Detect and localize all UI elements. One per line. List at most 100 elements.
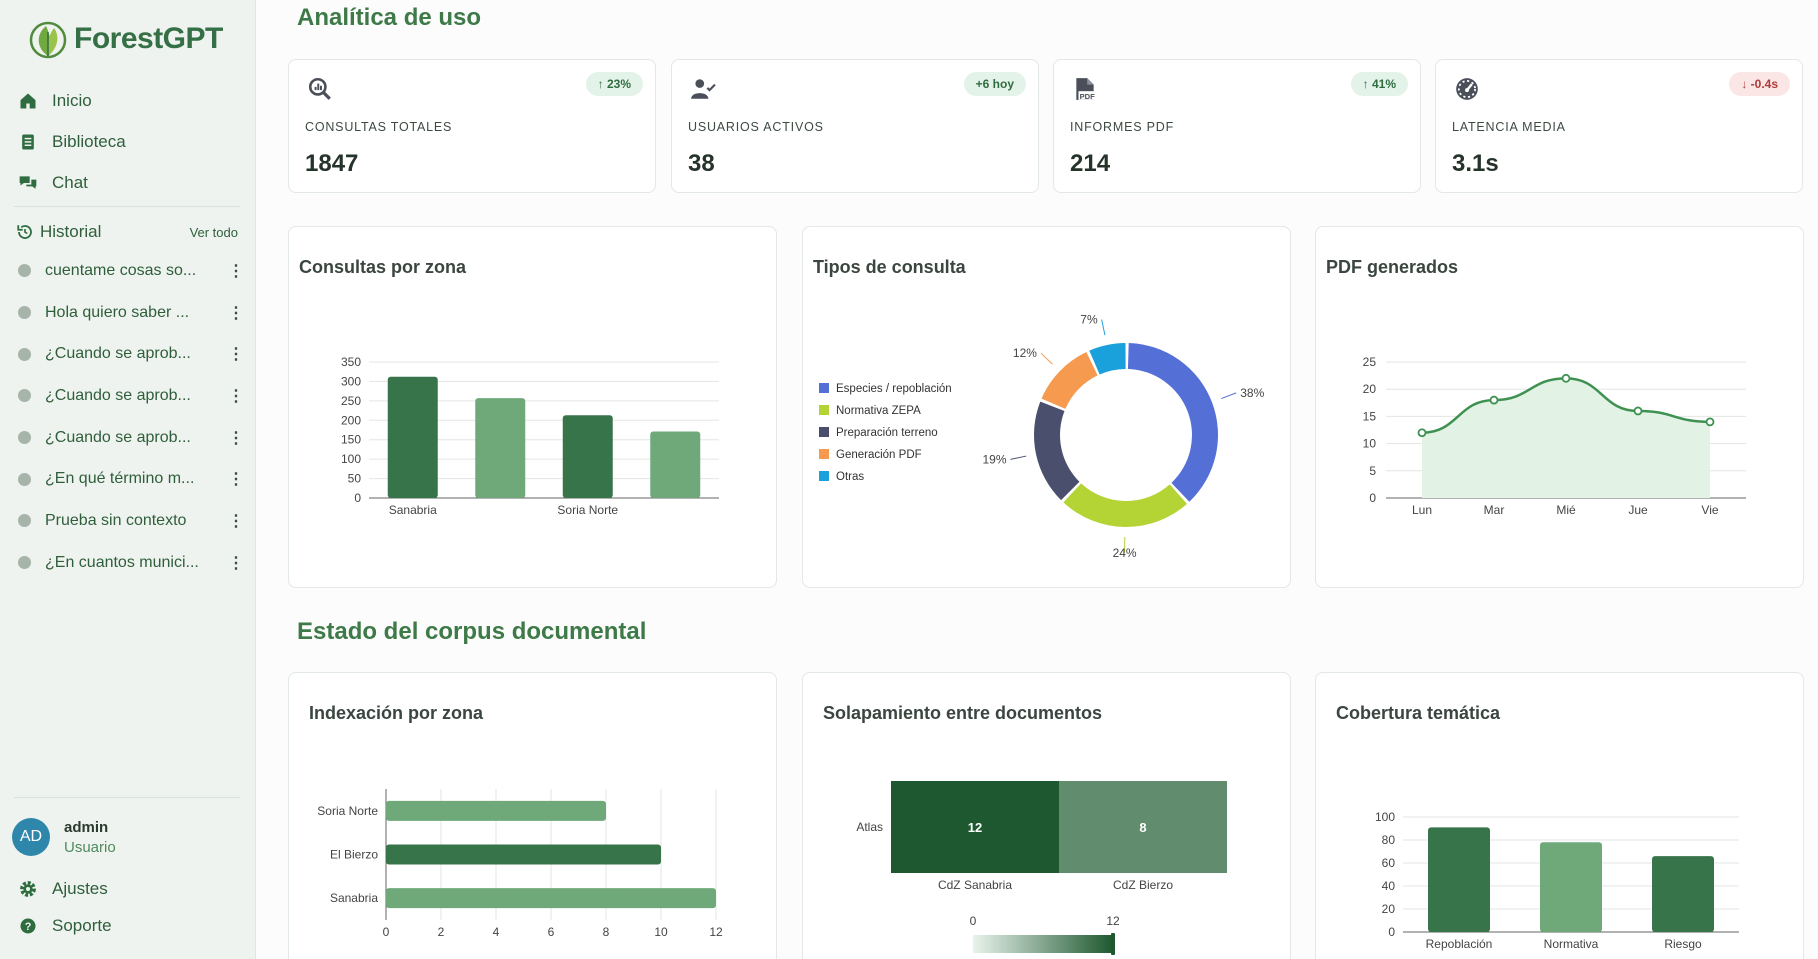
nav-item-label: Soporte (52, 915, 112, 935)
nav-item-ajustes[interactable]: Ajustes (18, 870, 238, 907)
trend-badge: ↓ -0.4s (1729, 72, 1790, 96)
nav-item-soporte[interactable]: ? Soporte (18, 907, 238, 944)
color-scale-bar (973, 935, 1113, 953)
bar-chart-consultas-zona: 0 50 100 150 200 250 300 350 Sanabria Soria Norte (341, 355, 719, 517)
more-vert-icon[interactable]: ⋮ (228, 554, 244, 572)
chart-card-cobertura: Cobertura temática 0 20 40 60 80 100 Repoblaci… (1315, 672, 1804, 959)
legend-label: Normativa ZEPA (836, 405, 921, 417)
chart-card-consultas-zona: Consultas por zona 0 50 100 150 200 250 300 350… (288, 226, 777, 588)
x-tick-label: 0 (383, 925, 390, 939)
y-tick-label: 15 (1363, 409, 1377, 423)
x-tick-label: Jue (1628, 503, 1648, 517)
user-check-icon (691, 79, 716, 99)
chart-title: Solapamiento entre documentos (823, 703, 1103, 723)
app-logo[interactable]: ForestGPT (28, 18, 223, 60)
row-label: Atlas (856, 820, 883, 834)
slice-leader (1040, 352, 1053, 365)
kpi-label: CONSULTAS TOTALES (305, 120, 453, 134)
more-vert-icon[interactable]: ⋮ (228, 346, 244, 364)
x-tick-label: Mar (1484, 503, 1505, 517)
history-item[interactable]: ¿Cuando se aprob... ⋮ (18, 417, 244, 459)
nav-item-label: Chat (52, 172, 88, 192)
heatmap-solapamiento: Atlas 12 8 CdZ Sanabria CdZ Bierzo 0 12 (856, 781, 1227, 955)
y-tick-label: 100 (1375, 810, 1395, 824)
chart-title: PDF generados (1326, 257, 1459, 277)
avatar: AD (12, 818, 50, 856)
col-label: CdZ Bierzo (1113, 878, 1173, 892)
check-circle-icon (18, 264, 31, 278)
trend-badge: ↑ 41% (1350, 72, 1408, 96)
x-tick-label: Soria Norte (557, 503, 618, 517)
user-name: admin (64, 818, 109, 836)
nav-item-label: Inicio (52, 90, 92, 110)
bar (475, 398, 526, 498)
legend-label: Otras (836, 471, 864, 483)
bar (562, 415, 613, 498)
y-tick-label: 150 (341, 433, 361, 447)
kpi-card-latencia: ↓ -0.4s LATENCIA MEDIA 3.1s (1435, 59, 1803, 193)
nav-item-biblioteca[interactable]: Biblioteca (18, 121, 238, 162)
nav-item-label: Ajustes (52, 878, 108, 898)
gear-icon (20, 880, 36, 897)
pie-slice (1034, 401, 1080, 501)
history-item[interactable]: ¿En cuantos munici... ⋮ (18, 542, 244, 584)
y-tick-label: 250 (341, 394, 361, 408)
home-icon (20, 93, 36, 108)
bar (386, 888, 716, 909)
chart-title: Indexación por zona (309, 703, 484, 723)
x-tick-label: Normativa (1544, 937, 1599, 951)
user-profile[interactable]: AD admin Usuario (12, 818, 116, 856)
legend-swatch (819, 405, 829, 415)
more-vert-icon[interactable]: ⋮ (228, 512, 244, 530)
scale-max-label: 12 (1106, 914, 1120, 928)
history-item[interactable]: Hola quiero saber ... ⋮ (18, 292, 244, 334)
slice-label: 38% (1240, 386, 1264, 400)
history-item[interactable]: ¿Cuando se aprob... ⋮ (18, 375, 244, 417)
see-all-link[interactable]: Ver todo (189, 224, 238, 240)
data-point (1705, 417, 1715, 427)
bar-chart-cobertura: 0 20 40 60 80 100 Repoblación Normativa Riesgo (1375, 810, 1739, 951)
leaf-logo-icon (29, 21, 67, 59)
donut-chart-tipos-consulta: 38% 24% 19% 12% 7% Especies / repoblación Norm… (819, 313, 1265, 560)
trend-badge: +6 hoy (963, 72, 1026, 96)
more-vert-icon[interactable]: ⋮ (228, 387, 244, 405)
sidebar-divider (14, 206, 240, 207)
heatmap-cell (1059, 781, 1227, 873)
y-tick-label: 60 (1382, 856, 1396, 870)
more-vert-icon[interactable]: ⋮ (228, 304, 244, 322)
col-label: CdZ Sanabria (938, 878, 1012, 892)
check-circle-icon (18, 389, 31, 403)
data-point (1561, 373, 1571, 383)
x-tick-label: 2 (438, 925, 445, 939)
nav-item-chat[interactable]: Chat (18, 162, 238, 203)
svg-text:PDF: PDF (1080, 92, 1096, 101)
bar (1540, 842, 1602, 932)
kpi-card-usuarios: +6 hoy USUARIOS ACTIVOS 38 (671, 59, 1039, 193)
x-tick-label: Sanabria (389, 503, 437, 517)
kpi-value: 3.1s (1452, 150, 1499, 177)
history-item[interactable]: ¿Cuando se aprob... ⋮ (18, 333, 244, 375)
y-tick-label: Soria Norte (317, 804, 378, 818)
slice-label: 19% (983, 452, 1007, 466)
pie-slice (1089, 343, 1126, 375)
nav-item-inicio[interactable]: Inicio (18, 80, 238, 121)
history-item[interactable]: cuentame cosas so... ⋮ (18, 250, 244, 292)
x-tick-label: Vie (1701, 503, 1718, 517)
history-item[interactable]: Prueba sin contexto ⋮ (18, 500, 244, 542)
more-vert-icon[interactable]: ⋮ (228, 429, 244, 447)
sidebar-divider (14, 797, 240, 798)
y-tick-label: 25 (1363, 355, 1377, 369)
y-tick-label: 200 (341, 413, 361, 427)
y-tick-label: El Bierzo (330, 848, 378, 862)
check-circle-icon (18, 306, 31, 320)
history-item[interactable]: ¿En qué término m... ⋮ (18, 458, 244, 500)
x-tick-label: 12 (709, 925, 723, 939)
pie-slice (1127, 343, 1218, 502)
legend-swatch (819, 427, 829, 437)
history-icon (17, 225, 32, 239)
more-vert-icon[interactable]: ⋮ (228, 262, 244, 280)
pie-slice (1041, 351, 1098, 409)
more-vert-icon[interactable]: ⋮ (228, 471, 244, 489)
x-tick-label: Mié (1556, 503, 1576, 517)
check-circle-icon (18, 556, 31, 570)
